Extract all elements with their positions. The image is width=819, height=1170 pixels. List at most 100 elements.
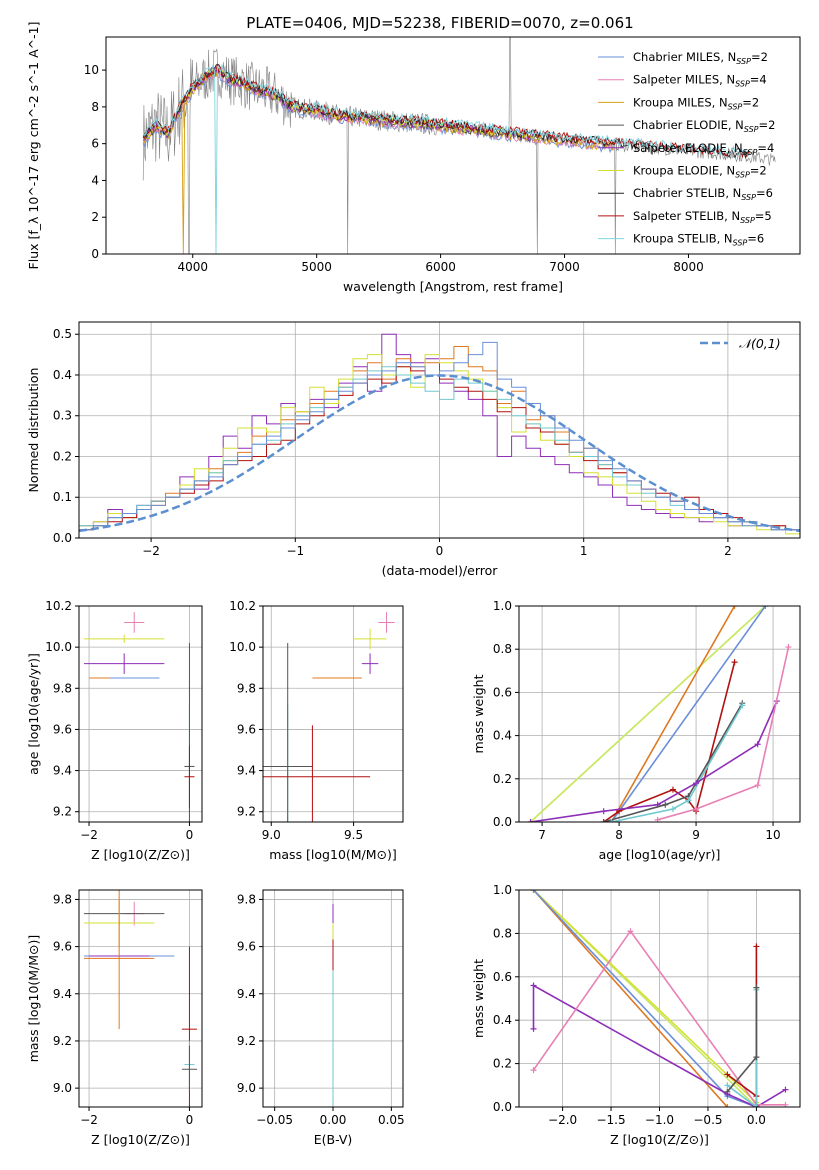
y-tick-label: 0.6 xyxy=(493,685,512,699)
legend-label-sub: SSP xyxy=(744,125,759,134)
axes-frame xyxy=(262,605,404,823)
legend-label-part: =6 xyxy=(747,232,764,246)
model-spectrum-line xyxy=(142,69,614,154)
plot-area xyxy=(142,37,776,254)
weight-point-marker xyxy=(527,819,534,822)
weight-point-marker xyxy=(669,786,676,793)
axes-frame xyxy=(78,605,203,823)
y-tick-label: 10.2 xyxy=(229,599,256,613)
y-tick-label: 0.4 xyxy=(53,368,72,382)
weight-point-marker xyxy=(739,702,746,709)
legend-label-part: =6 xyxy=(756,186,773,200)
x-tick-label: 5000 xyxy=(301,260,332,274)
legend-label-part: Chabrier ELODIE, N xyxy=(633,118,744,132)
y-tick-label: 9.2 xyxy=(237,1034,256,1048)
x-tick-label: −1.0 xyxy=(645,1113,674,1127)
y-tick-label: 9.4 xyxy=(237,987,256,1001)
weight-series-line xyxy=(532,890,728,1107)
weight-point-marker xyxy=(693,806,700,813)
x-axis-label: mass [log10(M/M⊙)] xyxy=(269,847,397,862)
y-tick-label: 9.6 xyxy=(237,940,256,954)
x-tick-label: −2 xyxy=(80,1113,98,1127)
y-tick-label: 0.0 xyxy=(53,531,72,545)
weight-point-marker xyxy=(530,1025,537,1032)
weight-point-marker xyxy=(753,1054,760,1061)
weight-series-line xyxy=(532,890,757,1104)
weight-point-marker xyxy=(754,782,761,789)
weight-series-line xyxy=(610,606,736,822)
y-tick-label: 9.6 xyxy=(53,940,72,954)
weight-series-line xyxy=(603,661,736,822)
x-tick-label: 0 xyxy=(186,828,194,842)
y-tick-label: 9.4 xyxy=(53,987,72,1001)
normal-curve-line xyxy=(79,374,800,533)
weight-point-marker xyxy=(530,890,537,893)
legend-label-part: Kroupa MILES, N xyxy=(633,95,728,109)
axes-frame xyxy=(78,889,203,1108)
weight-point-marker xyxy=(600,819,607,822)
y-axis-label: mass weight xyxy=(471,674,486,753)
weight-series-line xyxy=(529,606,766,822)
legend-label: Chabrier STELIB, NSSP=6 xyxy=(633,186,773,202)
weight-point-marker xyxy=(724,1088,731,1095)
plot-area xyxy=(263,612,395,822)
plot-area xyxy=(84,612,195,822)
y-tick-label: 9.4 xyxy=(53,764,72,778)
y-tick-label: 10 xyxy=(84,63,99,77)
y-tick-label: 1.0 xyxy=(493,599,512,613)
model-spectrum-line xyxy=(142,63,751,159)
y-tick-label: 0.1 xyxy=(53,490,72,504)
legend-label-sub: SSP xyxy=(733,239,748,248)
weight-series-line xyxy=(726,987,758,1093)
legend-label-part: =2 xyxy=(759,118,776,132)
weight-point-marker xyxy=(654,801,661,808)
x-tick-label: −0.05 xyxy=(256,1113,293,1127)
x-tick-label: 2 xyxy=(724,544,732,558)
weight-point-marker xyxy=(685,797,692,804)
x-tick-label: 7000 xyxy=(549,260,580,274)
y-tick-label: 9.8 xyxy=(237,681,256,695)
legend-label-part: =2 xyxy=(750,164,767,178)
x-tick-label: 9.0 xyxy=(262,828,281,842)
x-tick-label: 8 xyxy=(615,828,623,842)
panel-age-vs-Z: −2 0 9.2 9.4 9.6 9.8 10.0 10.2 Z [log10(Z/Z⊙)] ag… xyxy=(26,599,203,862)
y-tick-label: 0.2 xyxy=(493,772,512,786)
weight-point-marker xyxy=(724,1104,731,1107)
y-tick-label: 2 xyxy=(91,210,99,224)
plot-area xyxy=(84,890,197,1107)
weight-series-line xyxy=(530,700,778,822)
figure-title: PLATE=0406, MJD=52238, FIBERID=0070, z=0… xyxy=(246,14,633,32)
y-tick-label: 4 xyxy=(91,173,99,187)
panel-age-vs-mass: 9.0 9.5 9.2 9.4 9.6 9.8 10.0 10.2 mass [log10(M/… xyxy=(229,599,404,862)
y-tick-label: 10.0 xyxy=(229,640,256,654)
x-axis-label: wavelength [Angstrom, rest frame] xyxy=(343,279,563,294)
legend-label: Salpeter MILES, NSSP=4 xyxy=(633,73,767,89)
plot-area xyxy=(79,333,800,538)
y-tick-label: 9.0 xyxy=(53,1081,72,1095)
weight-series-line xyxy=(532,929,786,1106)
x-tick-label: −2 xyxy=(142,544,160,558)
legend-label-part: =4 xyxy=(757,141,774,155)
x-tick-label: 0.0 xyxy=(747,1113,766,1127)
legend-label: Kroupa STELIB, NSSP=6 xyxy=(633,232,764,248)
legend-label: Salpeter ELODIE, NSSP=4 xyxy=(633,141,774,157)
weight-point-marker xyxy=(762,606,769,609)
y-tick-label: 0.3 xyxy=(53,409,72,423)
y-tick-label: 9.2 xyxy=(53,1034,72,1048)
x-axis-label: E(B-V) xyxy=(314,1132,353,1147)
y-tick-label: 6 xyxy=(91,137,99,151)
x-axis-label: (data-model)/error xyxy=(382,563,499,578)
y-tick-label: 9.4 xyxy=(237,764,256,778)
x-tick-label: 0.05 xyxy=(378,1113,405,1127)
legend-label: Chabrier MILES, NSSP=2 xyxy=(633,50,768,66)
x-tick-label: 9 xyxy=(692,828,700,842)
plot-area xyxy=(530,890,789,1107)
y-tick-label: 9.8 xyxy=(53,681,72,695)
legend-label-part: Chabrier MILES, N xyxy=(633,50,736,64)
weight-point-marker xyxy=(753,943,760,950)
axes-frame xyxy=(105,36,801,255)
weight-point-marker xyxy=(785,644,792,651)
y-tick-label: 0.0 xyxy=(493,1100,512,1114)
